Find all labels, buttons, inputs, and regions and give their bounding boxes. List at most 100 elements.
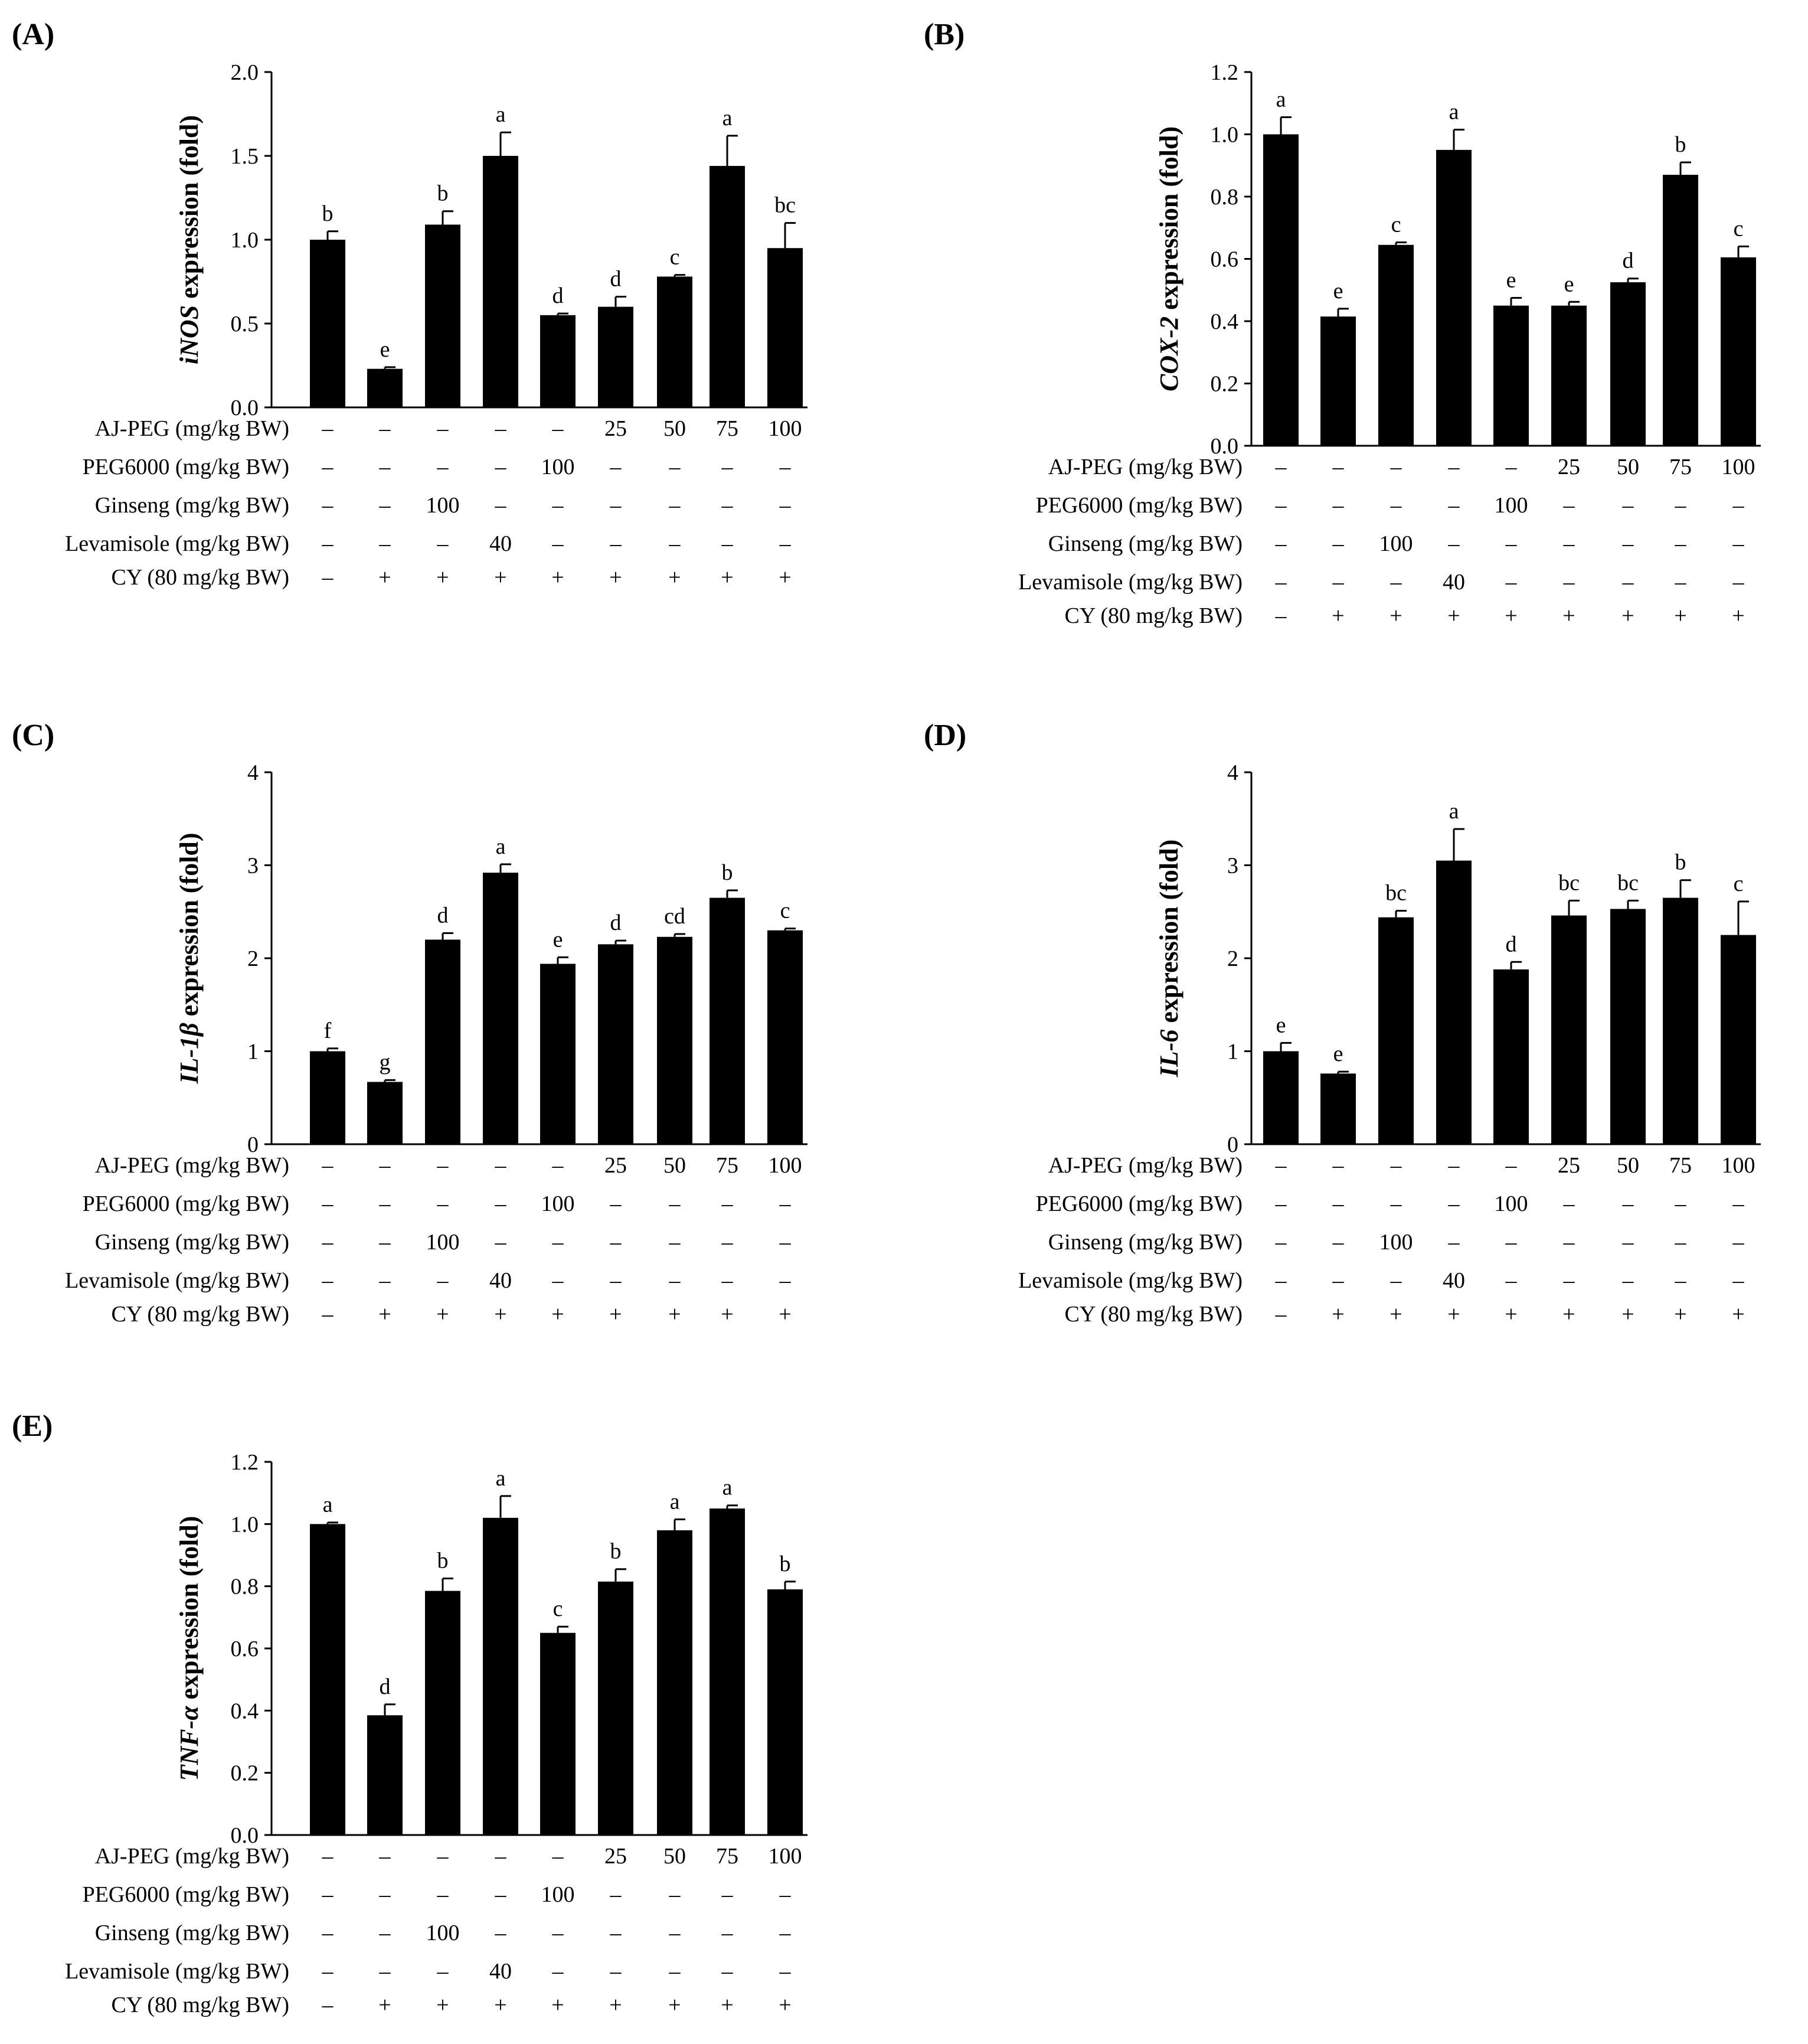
treatment-cell: +: [551, 1302, 564, 1327]
treatment-cell: –: [1448, 1153, 1460, 1178]
treatment-cell: –: [1622, 531, 1634, 556]
bar: [1721, 935, 1756, 1144]
treatment-cell: –: [322, 565, 334, 590]
significance-letter: d: [552, 283, 564, 308]
treatment-row-label: Levamisole (mg/kg BW): [65, 531, 289, 556]
treatment-cell: –: [495, 455, 507, 479]
treatment-cell: –: [779, 1191, 792, 1216]
y-tick-label: 0.4: [231, 1699, 259, 1723]
treatment-cell: 100: [426, 493, 460, 518]
treatment-row-label: PEG6000 (mg/kg BW): [1036, 1191, 1243, 1216]
treatment-cell: –: [1732, 1230, 1745, 1255]
treatment-cell: –: [1563, 1268, 1575, 1293]
treatment-cell: 100: [1722, 455, 1755, 479]
treatment-cell: –: [379, 1153, 391, 1178]
y-tick-label: 4: [247, 760, 259, 785]
y-axis-label-gene: COX-2: [1155, 316, 1183, 391]
treatment-cell: –: [379, 493, 391, 518]
treatment-cell: –: [1275, 1153, 1287, 1178]
y-tick-label: 1: [247, 1040, 259, 1065]
y-axis-label-text: expression (fold): [175, 832, 204, 1023]
treatment-cell: –: [552, 416, 564, 441]
significance-letter: e: [1506, 267, 1516, 292]
y-tick-label: 0.4: [1211, 309, 1239, 334]
significance-letter: cd: [664, 904, 685, 929]
significance-letter: b: [610, 1539, 622, 1564]
y-axis-label-gene: IL-6: [1155, 1030, 1183, 1078]
treatment-cell: +: [1332, 603, 1344, 628]
treatment-cell: –: [1505, 455, 1518, 479]
treatment-cell: –: [1622, 570, 1634, 595]
treatment-cell: 75: [1669, 455, 1692, 479]
treatment-cell: +: [1389, 1302, 1402, 1327]
treatment-cell: –: [322, 1993, 334, 2017]
treatment-cell: 75: [716, 1844, 738, 1869]
treatment-cell: –: [322, 1882, 334, 1907]
treatment-cell: –: [721, 1230, 734, 1255]
treatment-cell: –: [1448, 1230, 1460, 1255]
y-axis-label: COX-2 expression (fold): [1155, 126, 1183, 391]
bar: [657, 276, 692, 407]
treatment-cell: 25: [1558, 455, 1580, 479]
treatment-cell: –: [552, 1921, 564, 1945]
treatment-cell: 100: [1379, 1230, 1413, 1255]
treatment-cell: +: [1621, 603, 1634, 628]
significance-letter: b: [437, 1549, 449, 1573]
treatment-cell: –: [721, 531, 734, 556]
bar: [540, 315, 576, 407]
treatment-row-label: CY (80 mg/kg BW): [1064, 603, 1243, 628]
bar: [657, 936, 692, 1144]
bar: [310, 1051, 345, 1144]
treatment-cell: –: [322, 1844, 334, 1869]
treatment-cell: 40: [489, 531, 512, 556]
y-tick-label: 0.2: [1211, 372, 1239, 397]
treatment-cell: –: [322, 1191, 334, 1216]
treatment-row-label: Ginseng (mg/kg BW): [95, 493, 289, 518]
treatment-cell: –: [322, 493, 334, 518]
y-tick-label: 0.8: [231, 1575, 259, 1599]
treatment-cell: –: [1275, 1302, 1287, 1327]
treatment-cell: –: [1275, 493, 1287, 518]
y-axis-label-text: expression (fold): [175, 1516, 204, 1706]
treatment-cell: –: [1505, 531, 1518, 556]
treatment-row-label: Levamisole (mg/kg BW): [65, 1268, 289, 1293]
panel-label: (B): [924, 18, 965, 51]
bar: [367, 1082, 403, 1144]
treatment-cell: –: [495, 1844, 507, 1869]
treatment-cell: –: [1622, 1230, 1634, 1255]
bar: [657, 1530, 692, 1835]
significance-letter: a: [670, 1489, 680, 1514]
significance-letter: b: [437, 181, 449, 206]
treatment-cell: –: [1332, 493, 1345, 518]
treatment-cell: 100: [1379, 531, 1413, 556]
significance-letter: f: [324, 1018, 332, 1043]
treatment-cell: –: [1448, 1191, 1460, 1216]
bar: [1663, 175, 1698, 446]
significance-letter: a: [496, 834, 506, 859]
treatment-cell: –: [1275, 603, 1287, 628]
bar: [1320, 1073, 1356, 1144]
treatment-cell: +: [494, 1302, 506, 1327]
treatment-cell: –: [495, 416, 507, 441]
treatment-cell: –: [610, 1882, 622, 1907]
significance-letter: a: [1449, 100, 1459, 125]
significance-letter: g: [380, 1050, 391, 1075]
treatment-cell: –: [379, 455, 391, 479]
treatment-cell: 25: [604, 416, 627, 441]
treatment-cell: –: [610, 1921, 622, 1945]
treatment-cell: –: [610, 531, 622, 556]
y-axis-label-gene: TNF-α: [175, 1706, 204, 1781]
treatment-cell: –: [1563, 493, 1575, 518]
treatment-cell: –: [379, 1882, 391, 1907]
treatment-cell: 100: [769, 1153, 802, 1178]
significance-letter: e: [553, 927, 563, 952]
treatment-cell: +: [1674, 603, 1686, 628]
treatment-cell: –: [1390, 570, 1402, 595]
panel-label: (E): [12, 1409, 53, 1443]
significance-letter: c: [553, 1596, 563, 1621]
treatment-cell: +: [436, 565, 449, 590]
treatment-cell: –: [721, 1882, 734, 1907]
treatment-cell: +: [494, 565, 506, 590]
treatment-cell: –: [1675, 570, 1687, 595]
bar: [1320, 316, 1356, 446]
